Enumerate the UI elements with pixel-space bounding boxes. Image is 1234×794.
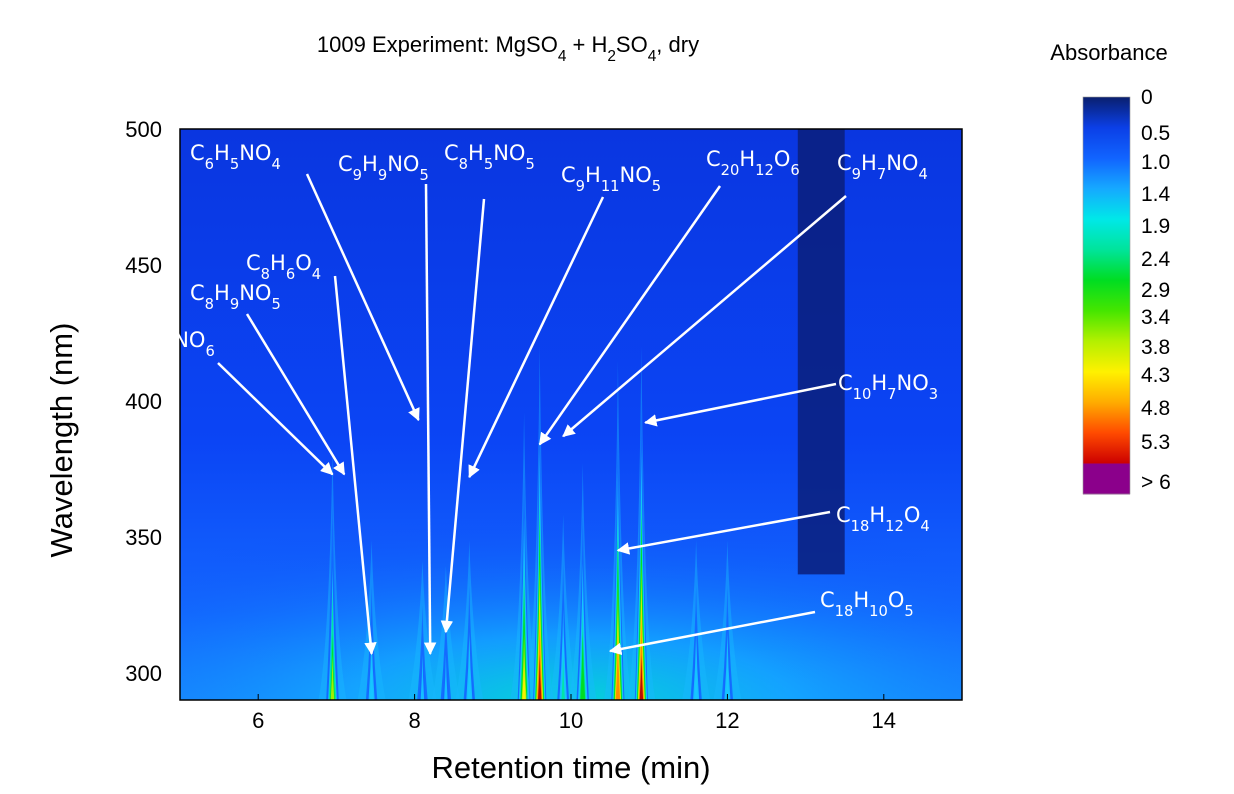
annotation-arrow-2: [440, 198, 486, 634]
annotation-1: C9H9NO5: [338, 152, 437, 656]
y-axis-label: Wavelength (nm): [44, 323, 79, 558]
colorbar-label-0: 0: [1141, 86, 1153, 109]
annotation-arrow-0: [305, 173, 420, 422]
annotation-arrow-7: [245, 313, 346, 476]
peaks-layer: [318, 345, 742, 700]
annotation-8: C9H9NO6: [124, 328, 334, 476]
annotation-6: C8H6O4: [246, 251, 377, 656]
peak-1-layer-4: [369, 654, 374, 700]
y-tick-label-1: 350: [125, 525, 162, 550]
peak-4-layer-4: [467, 654, 472, 700]
annotation-label-9: C10H7NO3: [838, 371, 938, 403]
annotation-0: C6H5NO4: [190, 141, 420, 422]
x-tick-label-2: 10: [559, 708, 583, 733]
peak-8-layer-7: [580, 654, 585, 700]
annotation-label-11: C18H10O5: [820, 588, 914, 620]
peak-2-layer-3: [420, 654, 425, 700]
annotation-11: C18H10O5: [608, 588, 914, 656]
annotation-arrow-8: [217, 362, 334, 476]
annotation-label-10: C18H12O4: [836, 503, 930, 535]
x-tick-label-3: 12: [715, 708, 739, 733]
peak-11: [682, 540, 711, 700]
annotation-label-2: C8H5NO5: [444, 141, 535, 173]
annotation-arrow-3: [468, 196, 605, 479]
x-axis-label: Retention time (min): [431, 750, 710, 785]
annotation-label-1: C9H9NO5: [338, 152, 429, 184]
colorbar-label-8: 3.8: [1141, 336, 1170, 359]
annotation-arrow-10: [616, 510, 831, 555]
plot-area: [180, 129, 962, 700]
annotations-layer: C6H5NO4 C9H9NO5 C8H5NO5 C9H11NO5 C20H12O6 C9H…: [124, 141, 938, 656]
annotation-4: C20H12O6: [538, 147, 800, 446]
annotation-arrow-11: [608, 610, 816, 656]
annotation-label-6: C8H6O4: [246, 251, 321, 283]
colorbar-label-3: 1.4: [1141, 183, 1171, 206]
colorbar-label-12: > 6: [1141, 471, 1171, 494]
annotation-10: C18H12O4: [616, 503, 930, 555]
x-axis-ticks: 6 8 10 12 14: [252, 694, 896, 733]
chart-title: 1009 Experiment: MgSO4 + H2SO4, dry: [317, 32, 699, 65]
colorbar-segment-12: [1083, 463, 1130, 495]
colorbar-label-9: 4.3: [1141, 364, 1170, 387]
colorbar-frame: [1082, 96, 1131, 495]
peak-11-layer-4: [694, 654, 698, 700]
peak-8: [568, 463, 597, 700]
colorbar-label-10: 4.8: [1141, 397, 1170, 420]
peak-5: [510, 411, 539, 700]
peak-3-layer-3: [444, 654, 448, 700]
peak-10: [627, 345, 656, 700]
colorbar-title: Absorbance: [1050, 40, 1167, 65]
colorbar-label-4: 1.9: [1141, 215, 1170, 238]
colorbar-label-5: 2.4: [1141, 248, 1171, 271]
peak-0-layer-8: [330, 654, 335, 700]
colorbar-label-1: 0.5: [1141, 122, 1170, 145]
annotation-arrow-4: [538, 185, 722, 446]
y-tick-label-4: 500: [125, 117, 162, 142]
annotation-7: C8H9NO5: [190, 281, 346, 476]
annotation-label-4: C20H12O6: [706, 147, 800, 179]
peak-10-layer-12: [639, 654, 644, 700]
annotation-arrow-5: [562, 195, 847, 438]
annotation-5: C9H7NO4: [562, 151, 928, 438]
annotation-3: C9H11NO5: [468, 163, 661, 479]
y-tick-label-0: 300: [125, 661, 162, 686]
annotation-label-3: C9H11NO5: [561, 163, 661, 195]
peak-9-layer-11: [616, 654, 620, 700]
colorbar-label-7: 3.4: [1141, 306, 1171, 329]
annotation-arrow-1: [423, 183, 437, 656]
y-tick-label-2: 400: [125, 389, 162, 414]
colorbar-label-2: 1.0: [1141, 151, 1170, 174]
peak-6: [525, 345, 554, 700]
annotation-2: C8H5NO5: [440, 141, 535, 634]
colorbar-gradient: [1083, 97, 1130, 464]
annotation-arrow-9: [644, 382, 837, 427]
colorbar-label-6: 2.9: [1141, 279, 1170, 302]
colorbar-label-11: 5.3: [1141, 431, 1170, 454]
y-axis-ticks: 300 350 400 450 500: [125, 117, 162, 686]
annotation-9: C10H7NO3: [644, 371, 938, 427]
peak-6-layer-12: [537, 654, 542, 700]
annotation-label-7: C8H9NO5: [190, 281, 281, 313]
x-tick-label-0: 6: [252, 708, 264, 733]
annotation-label-0: C6H5NO4: [190, 141, 281, 173]
peak-7: [549, 514, 578, 700]
x-tick-label-4: 14: [872, 708, 896, 733]
peak-2: [408, 560, 437, 700]
peak-12-layer-4: [725, 654, 730, 700]
peak-4: [455, 540, 484, 700]
annotation-label-8: C9H9NO6: [124, 328, 215, 360]
peak-7-layer-5: [561, 654, 565, 700]
peak-0: [318, 447, 347, 700]
peak-12: [713, 540, 742, 700]
annotation-label-5: C9H7NO4: [837, 151, 928, 183]
peak-5-layer-9: [522, 654, 526, 700]
x-tick-label-1: 8: [408, 708, 420, 733]
annotation-arrow-6: [333, 275, 377, 656]
y-tick-label-3: 450: [125, 253, 162, 278]
colorbar: 0 0.5 1.0 1.4 1.9 2.4 2.9 3.4 3.8 4.3 4.8 5.3 > 6: [1082, 86, 1171, 495]
